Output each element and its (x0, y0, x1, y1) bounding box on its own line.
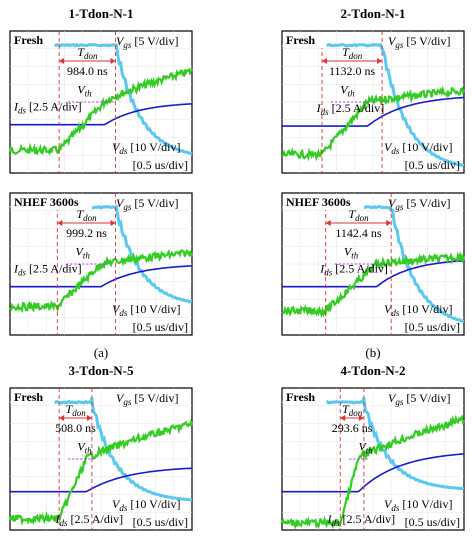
vds-label: Vds [10 V/div] (384, 497, 452, 513)
vgs-trace (281, 85, 466, 162)
condition-label: Fresh (14, 33, 43, 47)
condition-label: Fresh (286, 33, 315, 47)
time-scale-label: [0.5 us/div] (133, 515, 188, 529)
vgs-label: Vgs [5 V/div] (116, 391, 178, 407)
tdon-label: Tdon (77, 45, 98, 61)
box-label-bg (11, 32, 55, 48)
arrow-head (386, 220, 392, 226)
arrow-head (377, 58, 383, 64)
vds-label: Vds [10 V/div] (112, 302, 180, 318)
time-scale-label: [0.5 us/div] (133, 320, 188, 334)
ids-label: Ids [2.5 A/div] (13, 262, 82, 278)
panel-p5: 3-Tdon-N-5 Tdon 508.0 ns Fresh Vgs [5 V/div]… (8, 363, 194, 531)
vth-label: Vth (76, 244, 91, 260)
arrow-head (86, 415, 92, 421)
vds-label: Vds [10 V/div] (112, 497, 180, 513)
vgs-label: Vgs [5 V/div] (116, 196, 178, 212)
arrow-head (340, 415, 346, 421)
ids-trace (282, 453, 465, 493)
arrow-head (358, 415, 364, 421)
box-label-bg (11, 194, 92, 210)
vth-label: Vth (77, 439, 92, 455)
panel-title: 3-Tdon-N-5 (68, 363, 134, 378)
tdon-value: 984.0 ns (67, 64, 108, 78)
tdon-label: Tdon (66, 402, 87, 418)
subfigure-label: (a) (94, 345, 108, 360)
tdon-label: Tdon (76, 207, 97, 223)
panel-p6: 4-Tdon-N-2 Tdon 293.6 ns Fresh Vgs [5 V/div]… (280, 363, 465, 531)
tdon-value: 508.0 ns (55, 421, 96, 435)
panel-title: 4-Tdon-N-2 (340, 363, 405, 378)
ids-label: Ids [2.5 A/div] (13, 100, 82, 116)
condition-label: NHEF 3600s (286, 195, 351, 209)
vgs-label: Vgs [5 V/div] (116, 34, 178, 50)
condition-label: NHEF 3600s (14, 195, 79, 209)
panel-title: 2-Tdon-N-1 (340, 6, 405, 21)
vgs-label: Vgs [5 V/div] (388, 391, 450, 407)
box-label-bg (283, 32, 327, 48)
tdon-value: 293.6 ns (332, 421, 373, 435)
time-scale-label: [0.5 us/div] (405, 515, 460, 529)
ids-label: Ids [2.5 A/div] (327, 512, 396, 528)
ids-trace (10, 467, 193, 493)
ids-label: Ids [2.5 A/div] (55, 512, 124, 528)
tdon-value: 1132.0 ns (329, 64, 376, 78)
vth-label: Vth (340, 82, 355, 98)
box-label-bg (283, 389, 327, 405)
arrow-head (59, 415, 65, 421)
tdon-label: Tdon (342, 402, 363, 418)
panel-p4: Tdon 1142.4 ns NHEF 3600s Vgs [5 V/div] Vth I… (281, 192, 466, 336)
vgs-label: Vgs [5 V/div] (388, 196, 450, 212)
vgs-trace (8, 67, 194, 156)
panel-title: 1-Tdon-N-1 (68, 6, 133, 21)
ids-trace (282, 259, 465, 288)
condition-label: Fresh (14, 390, 43, 404)
vth-label: Vth (358, 439, 373, 455)
tdon-label: Tdon (348, 207, 369, 223)
ids-trace (10, 103, 192, 126)
vgs-trace (8, 418, 194, 526)
box-label-bg (11, 389, 55, 405)
time-scale-label: [0.5 us/div] (133, 158, 188, 172)
arrow-head (59, 58, 65, 64)
panel-p3: Tdon 999.2 ns NHEF 3600s Vgs [5 V/div] Vth Id… (9, 192, 194, 336)
arrow-head (325, 220, 331, 226)
tdon-value: 1142.4 ns (335, 226, 382, 240)
time-scale-label: [0.5 us/div] (405, 320, 460, 334)
ids-trace (10, 265, 192, 288)
vds-label: Vds [10 V/div] (384, 140, 452, 156)
arrow-head (322, 58, 328, 64)
vds-label: Vds [10 V/div] (384, 302, 452, 318)
vgs-trace (280, 414, 465, 530)
condition-label: Fresh (286, 390, 315, 404)
panel-p2: 2-Tdon-N-1 Tdon 1132.0 ns Fresh Vgs [5 V/div… (281, 6, 466, 174)
vgs-trace (9, 248, 194, 314)
arrow-head (110, 220, 116, 226)
vth-label: Vth (77, 82, 92, 98)
arrow-head (110, 58, 116, 64)
vds-label: Vds [10 V/div] (112, 140, 180, 156)
panel-p1: 1-Tdon-N-1 Tdon 984.0 ns Fresh Vgs [5 V/div]… (8, 6, 194, 174)
arrow-head (57, 220, 63, 226)
subfigure-label: (b) (365, 345, 380, 360)
tdon-label: Tdon (342, 45, 363, 61)
ids-label: Ids [2.5 A/div] (316, 101, 385, 117)
vgs-label: Vgs [5 V/div] (388, 34, 450, 50)
tdon-value: 999.2 ns (66, 226, 107, 240)
vgs-trace (281, 250, 466, 319)
time-scale-label: [0.5 us/div] (405, 158, 460, 172)
box-label-bg (283, 194, 364, 210)
ids-trace (282, 96, 465, 127)
vth-label: Vth (344, 244, 359, 260)
ids-label: Ids [2.5 A/div] (319, 262, 388, 278)
